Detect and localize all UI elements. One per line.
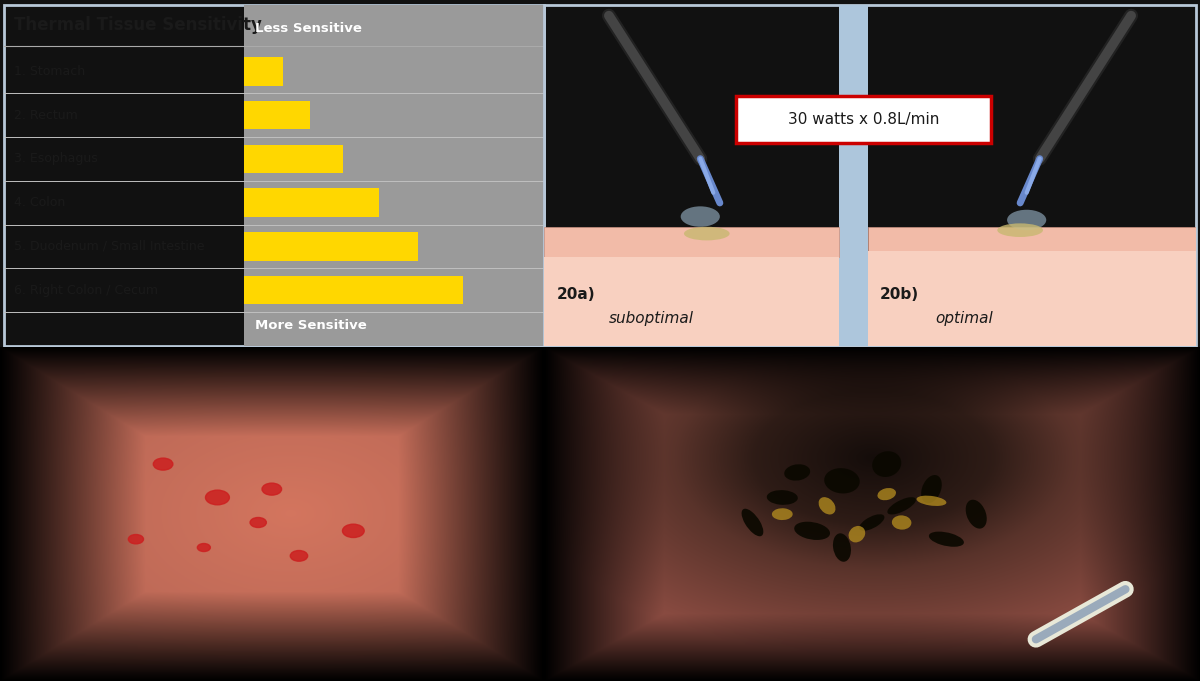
Text: 20a): 20a) <box>557 287 595 302</box>
Text: 30 watts x 0.8L/min: 30 watts x 0.8L/min <box>787 112 940 127</box>
Bar <box>869 251 1196 346</box>
Ellipse shape <box>824 468 859 494</box>
Text: suboptimal: suboptimal <box>608 311 694 326</box>
Ellipse shape <box>680 206 720 227</box>
Ellipse shape <box>887 497 916 514</box>
Bar <box>839 5 869 346</box>
Ellipse shape <box>772 508 793 520</box>
Ellipse shape <box>833 533 851 562</box>
Bar <box>244 5 544 346</box>
Bar <box>544 227 839 257</box>
Text: 1. Stomach: 1. Stomach <box>14 65 85 78</box>
Ellipse shape <box>684 227 730 240</box>
Ellipse shape <box>872 452 901 477</box>
Ellipse shape <box>785 464 810 481</box>
Ellipse shape <box>892 516 912 530</box>
Text: 2. Rectum: 2. Rectum <box>14 109 78 122</box>
Ellipse shape <box>929 532 964 547</box>
Ellipse shape <box>917 496 947 506</box>
Text: 6. Right Colon / Cecum: 6. Right Colon / Cecum <box>14 283 158 296</box>
Circle shape <box>205 490 229 505</box>
Bar <box>244 232 418 261</box>
Ellipse shape <box>818 497 835 514</box>
Text: 3. Esophagus: 3. Esophagus <box>14 153 98 165</box>
Bar <box>244 276 463 304</box>
Bar <box>869 227 1196 251</box>
Text: Thermal Tissue Sensitivity: Thermal Tissue Sensitivity <box>14 16 263 33</box>
Bar <box>244 57 283 86</box>
Circle shape <box>290 550 307 561</box>
Bar <box>244 145 343 173</box>
Text: 4. Colon: 4. Colon <box>14 196 66 209</box>
FancyBboxPatch shape <box>736 95 991 144</box>
Text: optimal: optimal <box>935 311 994 326</box>
Ellipse shape <box>997 223 1043 237</box>
Ellipse shape <box>794 522 830 540</box>
Circle shape <box>154 458 173 470</box>
Ellipse shape <box>742 509 763 537</box>
Bar <box>244 101 310 129</box>
Ellipse shape <box>767 490 798 505</box>
Bar <box>544 257 839 346</box>
Circle shape <box>262 483 282 495</box>
Circle shape <box>250 518 266 528</box>
Ellipse shape <box>922 475 942 503</box>
Text: 20b): 20b) <box>880 287 919 302</box>
Bar <box>244 189 379 217</box>
Ellipse shape <box>966 500 986 528</box>
Ellipse shape <box>848 526 865 543</box>
Ellipse shape <box>859 514 884 530</box>
Text: 5. Duodenum / Small Intestine: 5. Duodenum / Small Intestine <box>14 240 205 253</box>
Text: Less Sensitive: Less Sensitive <box>254 22 361 35</box>
Circle shape <box>128 535 144 544</box>
Circle shape <box>342 524 365 537</box>
Ellipse shape <box>877 488 896 501</box>
Ellipse shape <box>1007 210 1046 230</box>
Text: More Sensitive: More Sensitive <box>254 319 366 332</box>
Circle shape <box>197 543 210 552</box>
